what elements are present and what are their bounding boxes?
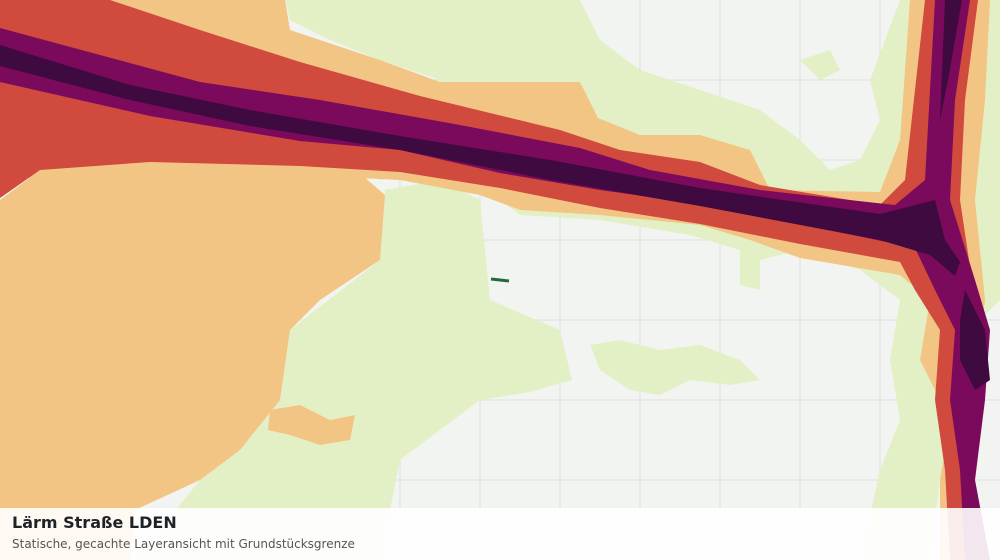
parcel-boundary xyxy=(490,277,510,283)
noise-zone-extreme xyxy=(0,0,990,390)
caption-panel: Lärm Straße LDEN Statische, gecachte Lay… xyxy=(0,508,1000,560)
layer-title: Lärm Straße LDEN xyxy=(12,513,177,532)
layer-subtitle: Statische, gecachte Layeransicht mit Gru… xyxy=(12,537,355,551)
